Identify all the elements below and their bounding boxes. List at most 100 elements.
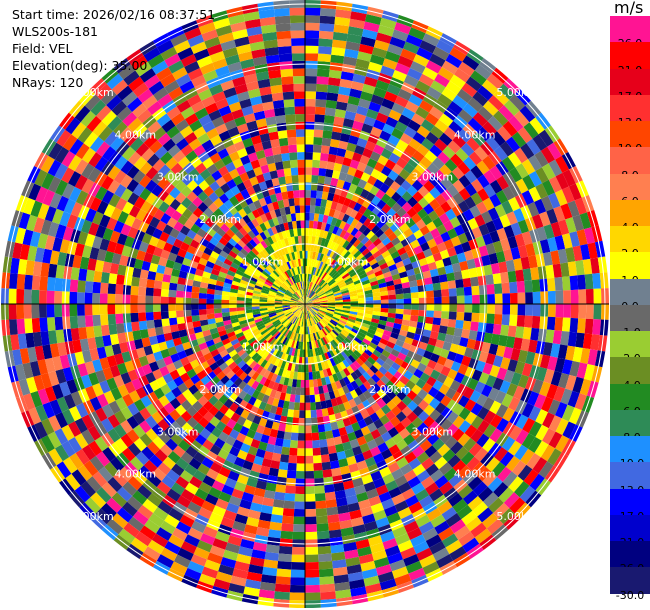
- gate-cell: [318, 309, 327, 314]
- gate-cell: [80, 480, 97, 498]
- gate-cell: [293, 371, 298, 380]
- gate-cell: [567, 200, 580, 218]
- colorbar-segment: 26.0: [610, 16, 650, 50]
- gate-cell: [309, 333, 313, 342]
- gate-cell: [452, 94, 468, 110]
- gate-cell: [532, 457, 548, 474]
- gate-cell: [254, 284, 263, 290]
- gate-cell: [305, 304, 309, 311]
- gate-cell: [156, 376, 167, 388]
- gate-cell: [147, 473, 162, 488]
- gate-cell: [337, 281, 346, 287]
- gate-cell: [486, 73, 504, 90]
- gate-cell: [215, 321, 225, 328]
- gate-cell: [507, 270, 517, 283]
- gate-cell: [478, 223, 490, 236]
- gate-cell: [349, 311, 358, 316]
- gate-cell: [274, 491, 286, 501]
- gate-cell: [392, 146, 405, 158]
- gate-cell: [357, 294, 366, 299]
- gate-cell: [86, 476, 102, 493]
- gate-cell: [372, 237, 382, 247]
- gate-cell: [328, 321, 336, 328]
- gate-cell: [396, 196, 408, 208]
- gate-cell: [70, 327, 80, 341]
- gate-cell: [381, 394, 392, 405]
- gate-cell: [281, 384, 288, 394]
- gate-cell: [449, 254, 460, 265]
- gate-cell: [367, 175, 378, 186]
- gate-cell: [276, 476, 287, 486]
- gate-cell: [168, 310, 177, 319]
- gate-cell: [405, 100, 419, 114]
- gate-cell: [283, 500, 295, 509]
- gate-cell: [274, 297, 283, 301]
- gate-cell: [267, 363, 274, 372]
- gate-cell: [64, 253, 75, 268]
- gate-cell: [119, 254, 129, 267]
- gate-cell: [429, 353, 440, 363]
- gate-cell: [316, 523, 329, 532]
- gate-cell: [426, 304, 435, 311]
- gate-cell: [194, 488, 209, 501]
- gate-cell: [328, 280, 336, 287]
- gate-cell: [79, 256, 90, 270]
- gate-cell: [199, 361, 210, 371]
- gate-cell: [280, 360, 287, 370]
- gate-cell: [296, 318, 301, 326]
- gate-cell: [432, 438, 445, 451]
- gate-cell: [409, 280, 418, 288]
- gate-cell: [526, 138, 541, 155]
- gate-cell: [415, 162, 428, 175]
- gate-cell: [305, 304, 313, 307]
- gate-cell: [228, 582, 245, 594]
- gate-cell: [312, 298, 320, 302]
- gate-cell: [307, 311, 311, 319]
- gate-cell: [333, 116, 345, 126]
- gate-cell: [454, 68, 471, 83]
- gate-cell: [367, 377, 377, 387]
- gate-cell: [309, 326, 313, 334]
- gate-cell: [315, 331, 321, 340]
- gate-cell: [406, 364, 417, 375]
- gate-cell: [312, 305, 321, 308]
- gate-cell: [197, 463, 210, 476]
- gate-cell: [541, 195, 554, 212]
- gate-cell: [322, 317, 330, 324]
- gate-cell: [170, 561, 188, 575]
- gate-cell: [203, 411, 215, 423]
- gate-cell: [102, 227, 114, 241]
- gate-cell: [535, 424, 549, 441]
- gate-cell: [485, 136, 500, 151]
- gate-cell: [294, 309, 300, 316]
- gate-cell: [300, 304, 305, 311]
- gate-cell: [203, 232, 213, 242]
- gate-cell: [61, 183, 75, 199]
- gate-cell: [317, 312, 325, 318]
- gate-cell: [199, 533, 216, 546]
- gate-cell: [218, 491, 232, 503]
- gate-cell: [140, 200, 153, 213]
- gate-cell: [470, 321, 479, 332]
- gate-cell: [193, 469, 207, 482]
- gate-cell: [282, 328, 289, 336]
- gate-cell: [266, 324, 275, 331]
- gate-cell: [454, 525, 471, 540]
- gate-cell: [328, 374, 335, 384]
- gate-cell: [384, 241, 395, 251]
- gate-cell: [376, 199, 387, 210]
- gate-cell: [396, 439, 408, 451]
- gate-cell: [191, 344, 201, 354]
- gate-cell: [244, 306, 253, 311]
- gate-cell: [539, 316, 548, 330]
- gate-cell: [88, 440, 103, 456]
- gate-cell: [346, 382, 355, 393]
- gate-cell: [452, 179, 465, 193]
- gate-cell: [152, 399, 164, 412]
- gate-cell: [212, 246, 223, 255]
- gate-cell: [294, 309, 301, 316]
- gate-cell: [367, 422, 378, 433]
- gate-cell: [323, 286, 331, 292]
- gate-cell: [156, 264, 166, 274]
- gate-cell: [278, 422, 286, 432]
